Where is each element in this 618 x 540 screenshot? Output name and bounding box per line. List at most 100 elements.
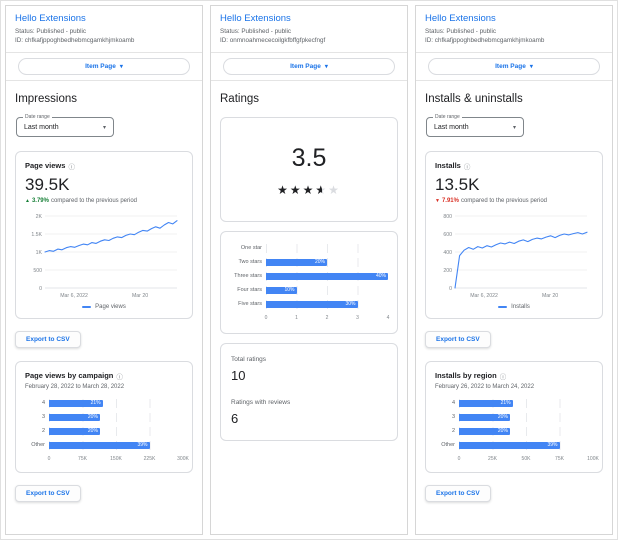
bar-value-label: 21% — [90, 399, 101, 406]
extension-status: Status: Published - public — [15, 28, 87, 35]
extension-name-link[interactable]: Hello Extensions — [15, 13, 86, 24]
item-page-dropdown[interactable]: Item Page ▾ — [223, 57, 395, 75]
metric-value: 39.5K — [25, 174, 70, 194]
legend-label: Page views — [95, 303, 126, 310]
installs-line-chart: 0 200 400 600 800 Mar 6, 2022 Mar 20 — [435, 211, 593, 299]
bar-category-label: Four stars — [237, 287, 262, 294]
y-tick-label: 2K — [36, 214, 43, 220]
panel-body: Impressions Date range Last month ▾ Page… — [6, 81, 202, 534]
bar: 20% — [49, 413, 100, 421]
y-tick-label: 600 — [443, 232, 452, 238]
export-csv-button[interactable]: Export to CSV — [15, 330, 81, 348]
chevron-down-icon: ▾ — [119, 63, 123, 70]
export-csv-button[interactable]: Export to CSV — [15, 484, 81, 502]
bar-category-label: Three stars — [234, 273, 262, 280]
bar-x-axis: 0 25K 50K 75K 100K — [435, 455, 599, 464]
date-range-value: Last month — [24, 123, 59, 131]
bar-value-label: 10% — [284, 286, 295, 293]
star-icon: ★ — [289, 182, 303, 197]
bar-category-label: Other — [441, 442, 455, 449]
bar: 39% — [459, 441, 560, 449]
date-range-select[interactable]: Date range Last month ▾ — [16, 113, 114, 137]
ratings-bar-chart: One star Two stars 20% Three stars 40% Four s… — [230, 243, 390, 323]
y-tick-label: 1.5K — [31, 232, 42, 238]
bar-track: 20% — [49, 412, 183, 422]
bar: 10% — [266, 286, 297, 294]
extension-header: Hello Extensions Status: Published - pub… — [416, 6, 612, 53]
bar-track: 20% — [459, 426, 593, 436]
bar-category-label: 3 — [451, 414, 455, 421]
bar-value-label: 20% — [497, 413, 508, 420]
page-views-card: Page views ⓘ 39.5K ▲ 3.79% compared to t… — [15, 150, 193, 319]
bar-category-label: Other — [31, 442, 45, 449]
axis-tick-label: 0 — [47, 455, 51, 462]
campaign-bar-chart: 4 21% 3 20% 2 20% Other 39% 0 75K 150K 225K 300K — [25, 398, 189, 464]
chevron-down-icon: ▾ — [512, 124, 516, 131]
delta-text: compared to the previous period — [50, 197, 138, 204]
bar-value-label: 39% — [547, 441, 558, 448]
bar-value-label: 40% — [375, 272, 386, 279]
extension-status: Status: Published - public — [220, 28, 292, 35]
page-selector-row: Item Page ▾ — [416, 53, 612, 81]
axis-tick-label: 2 — [325, 314, 329, 321]
bar-row: 2 20% — [435, 426, 593, 436]
delta-percent: 3.79% — [31, 197, 49, 204]
total-ratings-value: 10 — [231, 367, 246, 383]
chevron-down-icon: ▾ — [102, 124, 106, 131]
bar-row: 3 20% — [25, 412, 183, 422]
bar-category-label: Two stars — [238, 259, 262, 266]
card-subtitle: February 26, 2022 to March 24, 2022 — [435, 383, 535, 390]
date-range-label: Date range — [433, 113, 462, 120]
item-page-dropdown[interactable]: Item Page ▾ — [18, 57, 190, 75]
card-title: Installs — [435, 161, 461, 171]
total-ratings-label: Total ratings — [231, 355, 267, 363]
item-page-dropdown[interactable]: Item Page ▾ — [428, 57, 600, 75]
info-icon[interactable]: ⓘ — [68, 163, 75, 171]
export-csv-button[interactable]: Export to CSV — [425, 484, 491, 502]
bar-value-label: 39% — [137, 441, 148, 448]
date-range-label: Date range — [23, 113, 52, 120]
extension-name-link[interactable]: Hello Extensions — [220, 13, 291, 24]
legend-marker — [82, 305, 92, 308]
bar-value-label: 30% — [345, 300, 356, 307]
metric-value: 13.5K — [435, 174, 480, 194]
star-icon: ★ — [328, 182, 341, 197]
bar-value-label: 20% — [87, 427, 98, 434]
x-tick-label: Mar 20 — [132, 293, 148, 299]
bar-x-axis: 0 1 2 3 4 — [230, 314, 390, 323]
bar-row: Five stars 30% — [230, 299, 388, 309]
bar-row: Four stars 10% — [230, 285, 388, 295]
info-icon[interactable]: ⓘ — [116, 373, 123, 381]
bar-category-label: One star — [240, 245, 262, 252]
item-page-label: Item Page — [495, 62, 526, 70]
x-tick-label: Mar 6, 2022 — [60, 293, 88, 299]
export-csv-button[interactable]: Export to CSV — [425, 330, 491, 348]
panel-impressions: Hello Extensions Status: Published - pub… — [5, 5, 203, 535]
bar: 20% — [49, 427, 100, 435]
card-title: Page views — [25, 161, 66, 171]
card-subtitle: February 28, 2022 to March 28, 2022 — [25, 383, 125, 390]
bar-row: Three stars 40% — [230, 271, 388, 281]
item-page-label: Item Page — [290, 62, 321, 70]
date-range-select[interactable]: Date range Last month ▾ — [426, 113, 524, 137]
installs-by-region-card: Installs by region ⓘ February 26, 2022 t… — [425, 360, 603, 473]
data-line — [44, 220, 178, 253]
bar-value-label: 21% — [500, 399, 511, 406]
chart-legend[interactable]: Installs — [435, 304, 593, 310]
star-icon: ★ — [302, 182, 316, 197]
bar-category-label: 2 — [41, 428, 45, 435]
info-icon[interactable]: ⓘ — [463, 163, 471, 171]
extension-name-link[interactable]: Hello Extensions — [425, 13, 496, 24]
ratings-distribution-card: One star Two stars 20% Three stars 40% Four s… — [220, 230, 398, 334]
extension-header: Hello Extensions Status: Published - pub… — [6, 6, 202, 53]
installs-card: Installs ⓘ 13.5K ▼ 7.91% compared to the… — [425, 150, 603, 319]
legend-marker — [498, 305, 508, 308]
chart-legend[interactable]: Page views — [25, 304, 183, 310]
bar-row: 3 20% — [435, 412, 593, 422]
star-rating: ★★★★ ★ — [229, 183, 389, 197]
bar: 21% — [49, 399, 103, 407]
page-selector-row: Item Page ▾ — [211, 53, 407, 81]
item-page-label: Item Page — [85, 62, 116, 70]
region-bar-chart: 4 21% 3 20% 2 20% Other 39% 0 25K 50K 75K 100K — [435, 398, 599, 464]
info-icon[interactable]: ⓘ — [499, 373, 507, 381]
